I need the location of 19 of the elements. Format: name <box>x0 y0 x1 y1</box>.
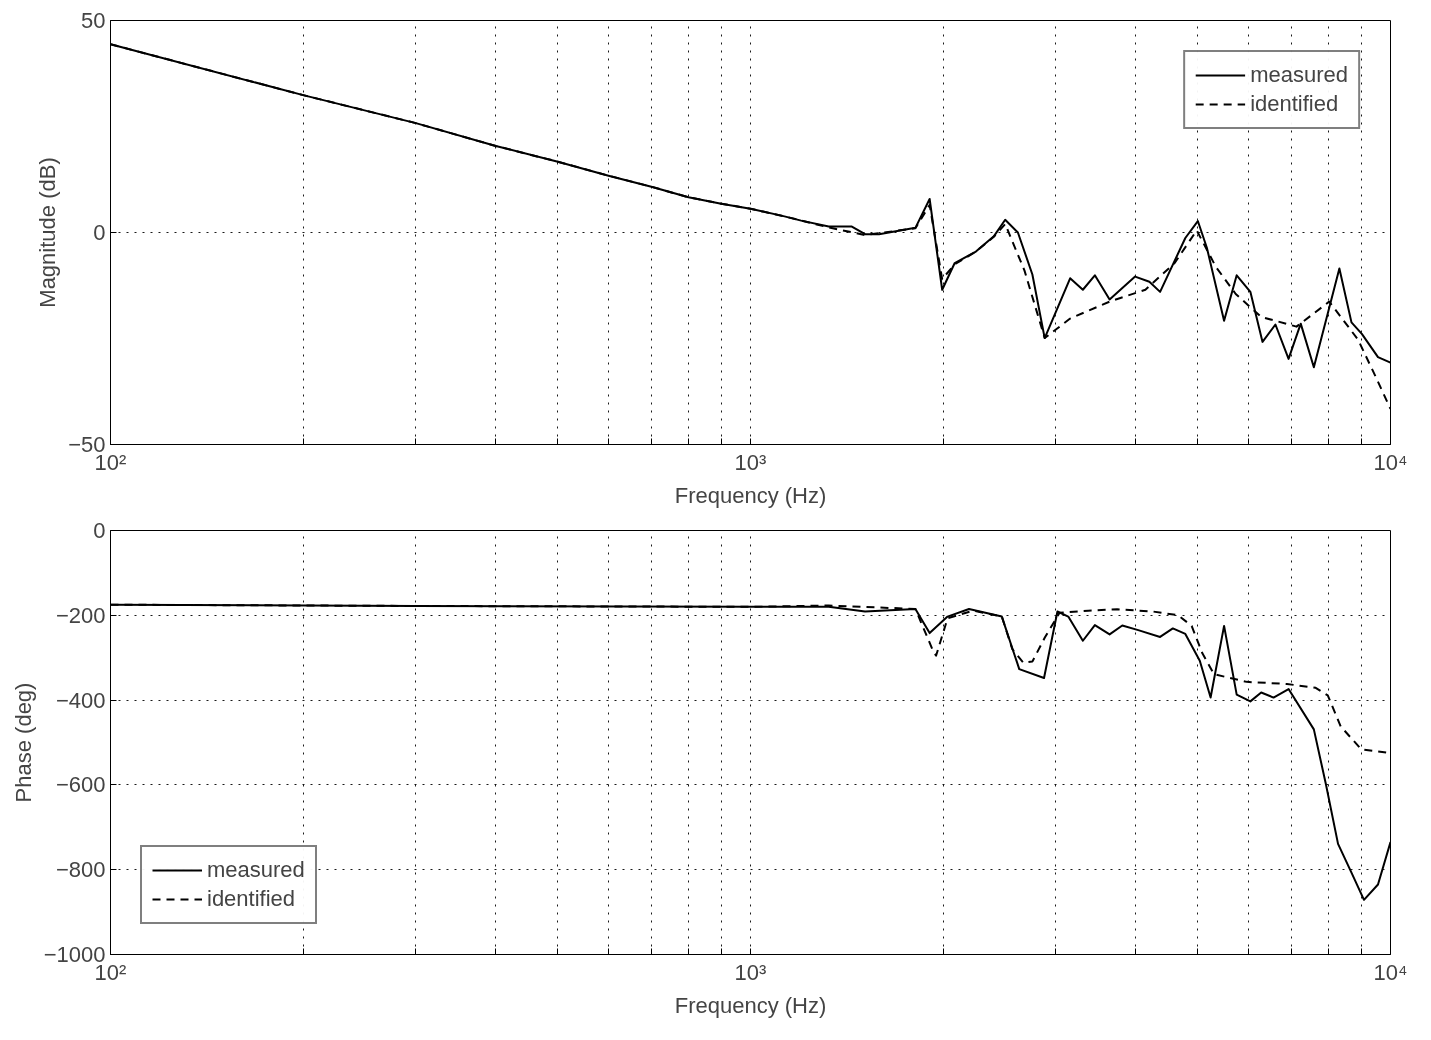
x-axis-title: Frequency (Hz) <box>674 992 827 1018</box>
y-tick-label: 0 <box>93 518 106 543</box>
x-axis-title: Frequency (Hz) <box>674 482 827 508</box>
y-tick-label: 50 <box>81 8 106 33</box>
y-axis-title: Phase (deg) <box>10 682 36 803</box>
x-tick-label: 10⁴ <box>1373 449 1408 475</box>
y-tick-label: −400 <box>55 687 106 713</box>
legend-label: identified <box>207 886 296 912</box>
legend-label: measured <box>207 857 305 883</box>
x-tick-label: 10³ <box>734 959 767 985</box>
y-tick-label: −800 <box>55 857 106 883</box>
x-tick-label: 10⁴ <box>1373 959 1408 985</box>
legend-label: identified <box>1250 91 1339 117</box>
legend-label: measured <box>1250 62 1348 88</box>
y-tick-label: 0 <box>93 220 106 245</box>
y-axis-title: Magnitude (dB) <box>35 157 61 308</box>
x-tick-label: 10³ <box>734 449 767 475</box>
y-tick-label: −200 <box>55 602 106 628</box>
y-tick-label: −600 <box>55 772 106 798</box>
